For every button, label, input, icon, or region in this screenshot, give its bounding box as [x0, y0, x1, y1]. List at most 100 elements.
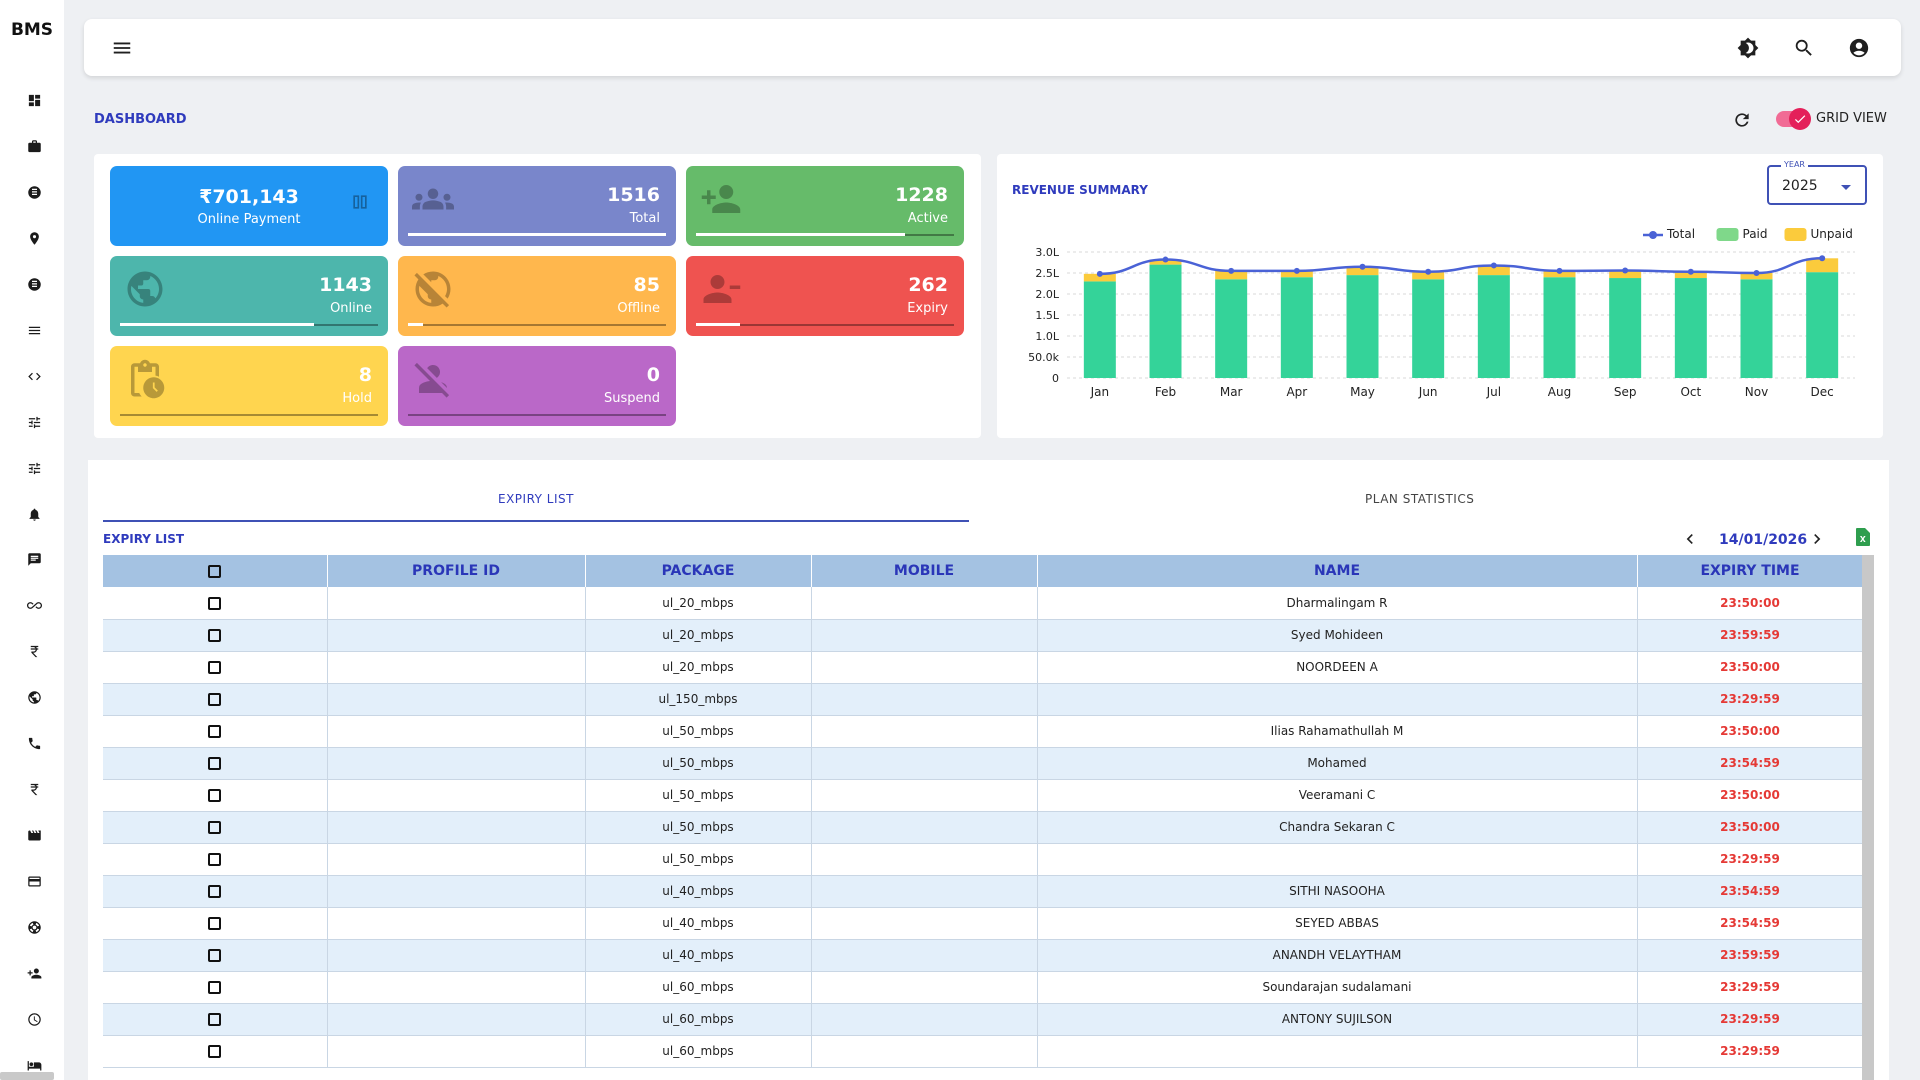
- row-checkbox[interactable]: [208, 885, 222, 898]
- row-checkbox[interactable]: [208, 981, 222, 994]
- row-checkbox-cell[interactable]: [103, 1035, 328, 1068]
- table-row[interactable]: ul_50_mbps Ilias Rahamathullah M 23:50:00: [103, 715, 1864, 748]
- table-row[interactable]: ul_20_mbps Syed Mohideen 23:59:59: [103, 619, 1864, 652]
- sidebar-scrollbar[interactable]: [0, 1072, 54, 1080]
- row-checkbox[interactable]: [208, 789, 222, 802]
- select-all-checkbox[interactable]: [208, 564, 222, 578]
- row-checkbox-cell[interactable]: [103, 715, 328, 748]
- column-header-package[interactable]: PACKAGE: [585, 555, 812, 587]
- row-checkbox-cell[interactable]: [103, 683, 328, 716]
- stat-card-offline[interactable]: 85 Offline: [398, 256, 676, 336]
- stat-card-hold[interactable]: 8 Hold: [110, 346, 388, 426]
- chevron-left-icon[interactable]: [1678, 527, 1702, 551]
- row-checkbox-cell[interactable]: [103, 747, 328, 780]
- network-icon[interactable]: [22, 180, 46, 204]
- row-checkbox[interactable]: [208, 725, 222, 738]
- stat-card-suspend[interactable]: 0 Suspend: [398, 346, 676, 426]
- table-row[interactable]: ul_60_mbps ANTONY SUJILSON 23:29:59: [103, 1003, 1864, 1036]
- globe-icon[interactable]: [22, 685, 46, 709]
- tune-icon[interactable]: [22, 410, 46, 434]
- row-checkbox-cell[interactable]: [103, 619, 328, 652]
- row-checkbox[interactable]: [208, 661, 222, 674]
- table-row[interactable]: ul_20_mbps NOORDEEN A 23:50:00: [103, 651, 1864, 684]
- brightness-icon[interactable]: [1734, 34, 1762, 62]
- phone-icon[interactable]: [22, 731, 46, 755]
- table-row[interactable]: ul_50_mbps Mohamed 23:54:59: [103, 747, 1864, 780]
- menu-icon[interactable]: [108, 34, 136, 62]
- chat-icon[interactable]: [22, 547, 46, 571]
- payment-icon[interactable]: [350, 192, 370, 212]
- row-checkbox[interactable]: [208, 917, 222, 930]
- column-header-mobile[interactable]: MOBILE: [811, 555, 1038, 587]
- mobile-cell: [811, 587, 1038, 620]
- row-checkbox-cell[interactable]: [103, 1003, 328, 1036]
- row-checkbox[interactable]: [208, 757, 222, 770]
- row-checkbox-cell[interactable]: [103, 779, 328, 812]
- grid-view-toggle[interactable]: [1776, 108, 1811, 130]
- briefcase-icon[interactable]: [22, 134, 46, 158]
- row-checkbox[interactable]: [208, 949, 222, 962]
- network-alt-icon[interactable]: [22, 272, 46, 296]
- row-checkbox-cell[interactable]: [103, 843, 328, 876]
- table-row[interactable]: ul_50_mbps Chandra Sekaran C 23:50:00: [103, 811, 1864, 844]
- support-icon[interactable]: [22, 915, 46, 939]
- table-scrollbar[interactable]: [1862, 555, 1874, 1080]
- tab-expiry-list[interactable]: EXPIRY LIST: [498, 492, 574, 506]
- infinity-icon[interactable]: [22, 593, 46, 617]
- clock-icon[interactable]: [22, 1007, 46, 1031]
- row-checkbox-cell[interactable]: [103, 587, 328, 620]
- chevron-right-icon[interactable]: [1805, 527, 1829, 551]
- row-checkbox-cell[interactable]: [103, 875, 328, 908]
- row-checkbox[interactable]: [208, 1045, 222, 1058]
- table-row[interactable]: ul_60_mbps 23:29:59: [103, 1035, 1864, 1068]
- row-checkbox-cell[interactable]: [103, 939, 328, 972]
- stat-card-online-payment[interactable]: ₹701,143 Online Payment: [110, 166, 388, 246]
- account-icon[interactable]: [1845, 34, 1873, 62]
- bell-icon[interactable]: [22, 502, 46, 526]
- table-row[interactable]: ul_20_mbps Dharmalingam R 23:50:00: [103, 587, 1864, 620]
- code-arrows-icon[interactable]: [22, 364, 46, 388]
- year-select[interactable]: YEAR 2025: [1767, 160, 1867, 205]
- column-header-profile-id[interactable]: PROFILE ID: [327, 555, 586, 587]
- excel-export-icon[interactable]: [1855, 528, 1871, 546]
- credit-card-icon[interactable]: [22, 869, 46, 893]
- column-header-expiry-time[interactable]: EXPIRY TIME: [1637, 555, 1864, 587]
- rupee-alt-icon[interactable]: [22, 777, 46, 801]
- table-row[interactable]: ul_40_mbps SITHI NASOOHA 23:54:59: [103, 875, 1864, 908]
- stat-card-active[interactable]: 1228 Active: [686, 166, 964, 246]
- row-checkbox-cell[interactable]: [103, 651, 328, 684]
- table-row[interactable]: ul_40_mbps ANANDH VELAYTHAM 23:59:59: [103, 939, 1864, 972]
- add-user-icon[interactable]: [22, 961, 46, 985]
- list-icon[interactable]: [22, 318, 46, 342]
- row-checkbox[interactable]: [208, 1013, 222, 1026]
- row-checkbox-cell[interactable]: [103, 811, 328, 844]
- dashboard-icon[interactable]: [22, 88, 46, 112]
- stat-card-total[interactable]: 1516 Total: [398, 166, 676, 246]
- column-header-name[interactable]: NAME: [1037, 555, 1638, 587]
- row-checkbox[interactable]: [208, 693, 222, 706]
- table-row[interactable]: ul_50_mbps 23:29:59: [103, 843, 1864, 876]
- table-row[interactable]: ul_150_mbps 23:29:59: [103, 683, 1864, 716]
- select-all-header[interactable]: [103, 555, 328, 587]
- tune-alt-icon[interactable]: [22, 456, 46, 480]
- tab-plan-statistics[interactable]: PLAN STATISTICS: [1365, 492, 1475, 506]
- row-checkbox-cell[interactable]: [103, 971, 328, 1004]
- stat-card-expiry[interactable]: 262 Expiry: [686, 256, 964, 336]
- row-checkbox-cell[interactable]: [103, 907, 328, 940]
- row-checkbox[interactable]: [208, 821, 222, 834]
- bed-icon[interactable]: [22, 1053, 46, 1077]
- refresh-icon[interactable]: [1729, 107, 1755, 133]
- row-checkbox[interactable]: [208, 596, 222, 610]
- table-row[interactable]: ul_40_mbps SEYED ABBAS 23:54:59: [103, 907, 1864, 940]
- row-checkbox[interactable]: [208, 853, 222, 866]
- stat-card-online[interactable]: 1143 Online: [110, 256, 388, 336]
- rupee-icon[interactable]: [22, 639, 46, 663]
- table-row[interactable]: ul_50_mbps Veeramani C 23:50:00: [103, 779, 1864, 812]
- search-icon[interactable]: [1790, 34, 1818, 62]
- location-pin-icon[interactable]: [22, 226, 46, 250]
- row-checkbox[interactable]: [208, 629, 222, 642]
- table-row[interactable]: ul_60_mbps Soundarajan sudalamani 23:29:59: [103, 971, 1864, 1004]
- bar-unpaid: [1412, 271, 1445, 280]
- movie-icon[interactable]: [22, 823, 46, 847]
- total-point: [1753, 270, 1760, 276]
